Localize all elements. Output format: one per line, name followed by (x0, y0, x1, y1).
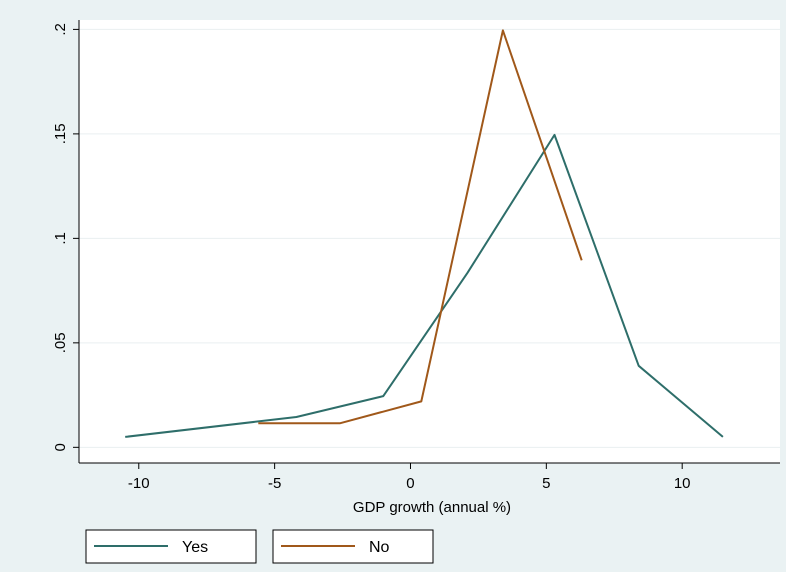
x-tick-label: -5 (268, 475, 281, 492)
x-axis-ticks: -10 -5 0 5 10 (128, 463, 691, 492)
y-tick-label: .1 (52, 232, 69, 245)
y-tick-label: .2 (52, 23, 69, 36)
plot-area (79, 20, 780, 463)
x-tick-label: 5 (542, 475, 550, 492)
y-tick-label: .05 (52, 332, 69, 353)
y-axis-ticks: 0 .05 .1 .15 .2 (52, 23, 79, 451)
gridlines (79, 28, 780, 448)
series-line-no (258, 29, 583, 425)
legend-label-no: No (369, 539, 390, 556)
series-line-yes (125, 133, 724, 438)
x-tick-label: -10 (128, 475, 150, 492)
x-tick-label: 10 (674, 475, 691, 492)
y-tick-label: .15 (52, 123, 69, 144)
y-tick-label: 0 (52, 443, 69, 451)
x-tick-label: 0 (406, 475, 414, 492)
legend: Yes No (85, 529, 434, 564)
x-axis-label: GDP growth (annual %) (353, 499, 511, 516)
legend-label-yes: Yes (182, 539, 208, 556)
series-lines (125, 29, 724, 438)
